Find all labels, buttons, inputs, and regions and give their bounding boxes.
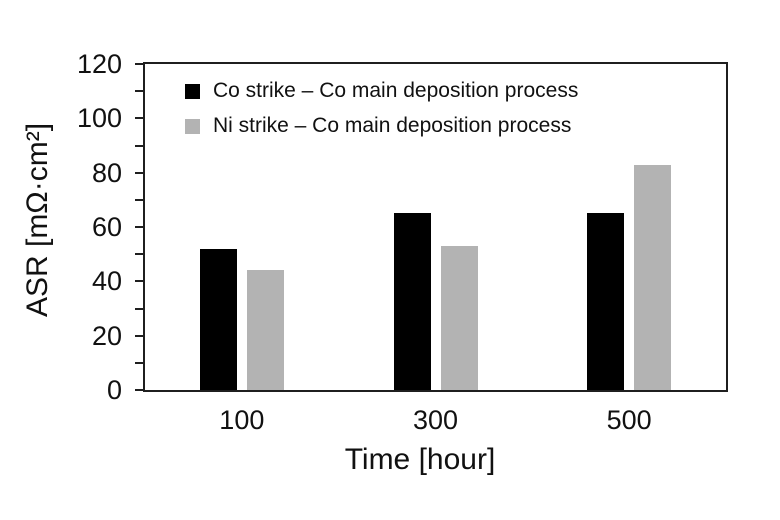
x-axis-title: Time [hour] bbox=[344, 443, 496, 476]
y-tick-mark bbox=[135, 389, 143, 391]
y-tick-label: 40 bbox=[91, 266, 122, 297]
y-tick-mark bbox=[135, 171, 143, 174]
legend-swatch-icon bbox=[185, 118, 200, 134]
bar-co-strike-100h bbox=[199, 248, 237, 390]
y-tick-mark bbox=[135, 307, 143, 310]
legend-label: Co strike – Co main deposition process bbox=[213, 79, 579, 102]
legend-label: Ni strike – Co main deposition process bbox=[213, 114, 572, 137]
x-tick-label: 300 bbox=[412, 405, 459, 435]
y-tick-mark bbox=[135, 63, 143, 65]
legend-swatch-icon bbox=[185, 83, 200, 99]
y-tick-label: 0 bbox=[106, 375, 122, 405]
y-tick-mark bbox=[135, 334, 143, 337]
legend-item: Co strike – Co main deposition process bbox=[185, 80, 578, 102]
bar-ni-strike-300h bbox=[440, 246, 478, 390]
y-tick-mark bbox=[135, 90, 143, 93]
y-tick-label: 100 bbox=[76, 103, 122, 134]
bar-ni-strike-500h bbox=[634, 164, 672, 390]
y-tick-label: 20 bbox=[91, 320, 122, 351]
y-tick-label: 60 bbox=[91, 212, 122, 242]
y-tick-label: 80 bbox=[91, 157, 122, 188]
legend: Co strike – Co main deposition process Ni… bbox=[185, 80, 578, 137]
bar-ni-strike-100h bbox=[246, 270, 284, 390]
x-tick-label: 500 bbox=[606, 405, 652, 435]
plot-area: Co strike – Co main deposition process Ni… bbox=[143, 62, 728, 392]
y-tick-mark bbox=[135, 144, 143, 147]
legend-item: Ni strike – Co main deposition process bbox=[185, 115, 578, 137]
y-tick-mark bbox=[135, 117, 143, 120]
bar-co-strike-300h bbox=[393, 213, 431, 390]
y-tick-mark bbox=[135, 361, 143, 364]
y-tick-mark bbox=[135, 280, 143, 283]
x-tick-label: 100 bbox=[219, 405, 265, 435]
y-tick-mark bbox=[135, 253, 143, 256]
y-tick-mark bbox=[135, 198, 143, 201]
y-tick-label: 120 bbox=[76, 49, 122, 79]
bar-co-strike-500h bbox=[587, 213, 625, 390]
y-tick-mark bbox=[135, 226, 143, 228]
